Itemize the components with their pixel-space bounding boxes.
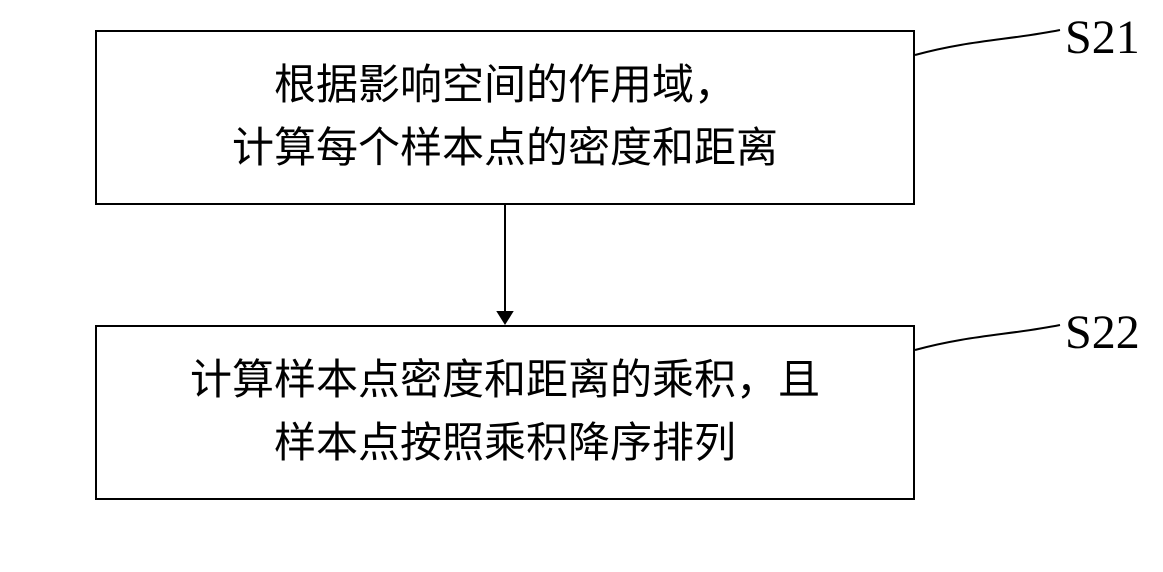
flow-arrow (0, 0, 1163, 572)
